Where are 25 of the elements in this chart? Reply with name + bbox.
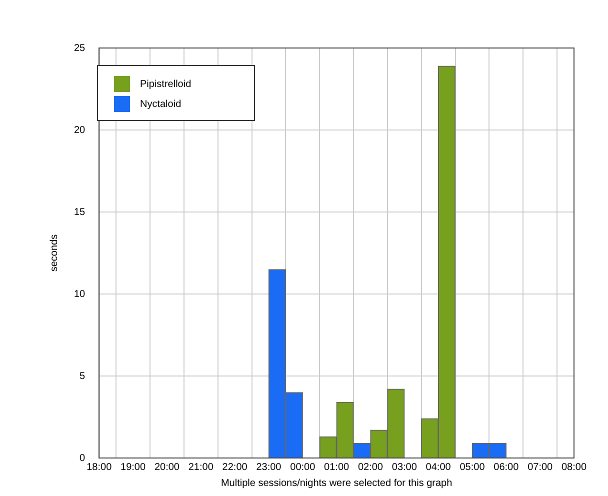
- y-tick-label: 15: [74, 206, 86, 218]
- x-tick-label: 20:00: [154, 462, 180, 473]
- x-tick-label: 05:00: [460, 462, 486, 473]
- y-tick-label: 10: [74, 288, 86, 300]
- x-tick-label: 07:00: [528, 462, 554, 473]
- legend-label: Nyctaloid: [140, 98, 182, 110]
- x-tick-label: 08:00: [561, 462, 587, 473]
- y-tick-label: 25: [74, 42, 86, 54]
- x-tick-label: 06:00: [494, 462, 520, 473]
- x-tick-label: 21:00: [188, 462, 214, 473]
- x-tick-label: 23:00: [256, 462, 282, 473]
- y-tick-label: 0: [80, 452, 86, 464]
- x-tick-label: 18:00: [86, 462, 112, 473]
- legend-label: Pipistrelloid: [140, 78, 192, 90]
- y-tick-label: 5: [80, 370, 86, 382]
- x-tick-label: 02:00: [358, 462, 384, 473]
- x-tick-label: 19:00: [120, 462, 146, 473]
- x-tick-label: 00:00: [290, 462, 316, 473]
- x-tick-label: 22:00: [222, 462, 248, 473]
- x-tick-label: 01:00: [324, 462, 350, 473]
- y-axis-title: seconds: [48, 234, 60, 272]
- y-tick-label: 20: [74, 124, 86, 136]
- x-axis-title: Multiple sessions/nights were selected for this graph: [220, 478, 452, 489]
- x-tick-label: 04:00: [426, 462, 452, 473]
- x-tick-label: 03:00: [392, 462, 418, 473]
